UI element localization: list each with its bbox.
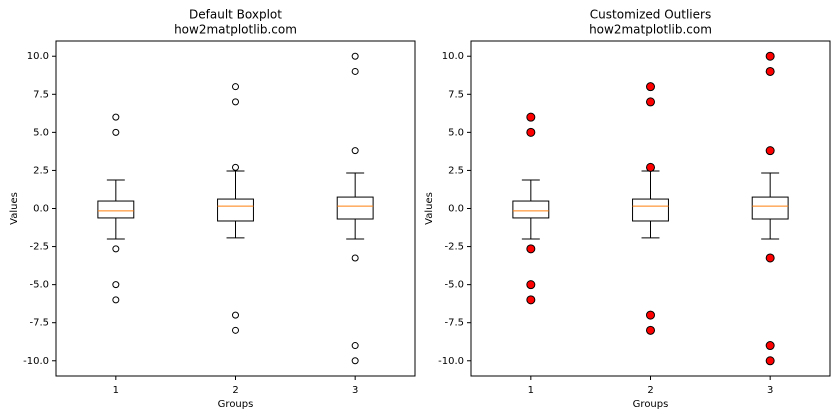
outlier <box>765 146 775 156</box>
plot-frame <box>470 40 831 377</box>
chart-title: Default Boxplot <box>189 8 282 22</box>
outlier <box>765 66 775 76</box>
outlier <box>351 342 359 350</box>
outlier <box>765 356 775 366</box>
outlier <box>526 295 536 305</box>
y-tick-label: 2.5 <box>448 165 464 176</box>
x-tick-label: 1 <box>528 385 534 396</box>
x-tick-label: 2 <box>232 385 238 396</box>
outlier <box>526 280 536 290</box>
outlier <box>351 357 359 365</box>
y-tick-label: 5.0 <box>33 127 49 138</box>
outlier <box>351 147 359 155</box>
outlier <box>232 98 239 106</box>
box <box>97 200 135 219</box>
y-tick-label: 0.0 <box>33 204 49 215</box>
chart-title: Customized Outliers <box>590 8 711 22</box>
y-tick-label: -10.0 <box>23 356 49 367</box>
outlier <box>765 51 775 61</box>
outlier <box>646 310 655 320</box>
y-tick-label: -7.5 <box>444 318 464 329</box>
y-tick-label: 0.0 <box>448 204 464 215</box>
outlier <box>526 112 536 122</box>
outlier <box>646 97 655 107</box>
outlier <box>112 245 120 253</box>
x-tick-label: 2 <box>647 385 653 396</box>
y-tick-label: -2.5 <box>29 242 49 253</box>
y-tick-label: -7.5 <box>29 318 49 329</box>
y-tick-label: -5.0 <box>444 280 464 291</box>
outlier <box>526 244 536 254</box>
x-tick-label: 3 <box>352 385 358 396</box>
outlier <box>112 128 120 136</box>
x-axis-label: Groups <box>633 399 669 410</box>
outlier <box>351 67 359 75</box>
outlier <box>526 127 536 137</box>
y-tick-label: 5.0 <box>448 127 464 138</box>
box <box>336 196 374 220</box>
box <box>217 198 254 222</box>
outlier <box>351 52 359 60</box>
y-tick-label: 7.5 <box>33 89 49 100</box>
outlier <box>232 163 239 171</box>
outlier <box>112 113 120 121</box>
box <box>751 196 789 220</box>
y-tick-label: -2.5 <box>444 242 464 253</box>
outlier <box>646 325 655 335</box>
x-tick-label: 1 <box>113 385 119 396</box>
outlier <box>351 254 359 262</box>
x-tick-label: 3 <box>767 385 773 396</box>
y-axis-label: Values <box>424 192 435 225</box>
outlier <box>765 341 775 351</box>
y-tick-label: -5.0 <box>29 280 49 291</box>
y-tick-label: 7.5 <box>448 89 464 100</box>
outlier <box>646 82 655 92</box>
outlier <box>112 281 120 289</box>
outlier <box>232 311 239 319</box>
box <box>512 200 550 219</box>
y-tick-label: -10.0 <box>438 356 464 367</box>
box <box>632 198 669 222</box>
y-tick-label: 10.0 <box>442 51 464 62</box>
outlier <box>646 162 655 172</box>
y-tick-label: 2.5 <box>33 165 49 176</box>
x-axis-label: Groups <box>218 399 254 410</box>
outlier <box>765 253 775 263</box>
outlier <box>232 326 239 334</box>
plot-frame <box>55 40 416 377</box>
chart-subtitle: how2matplotlib.com <box>174 23 297 37</box>
chart-subtitle: how2matplotlib.com <box>589 23 712 37</box>
outlier <box>232 83 239 91</box>
y-tick-label: 10.0 <box>27 51 49 62</box>
outlier <box>112 296 120 304</box>
y-axis-label: Values <box>9 192 20 225</box>
